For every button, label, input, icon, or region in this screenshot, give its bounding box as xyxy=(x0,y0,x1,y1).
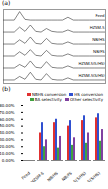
svg-text:HZSM-5(S/HS): HZSM-5(S/HS) xyxy=(76,170,101,182)
svg-text:70.00%: 70.00% xyxy=(0,110,15,115)
svg-text:NB/FS: NB/FS xyxy=(60,170,73,182)
svg-text:NB/FS: NB/FS xyxy=(93,49,105,54)
svg-text:HZSM-5(S/HS): HZSM-5(S/HS) xyxy=(79,73,106,78)
svg-text:20.00%: 20.00% xyxy=(0,144,15,149)
svg-text:HZSM-5(5/HS): HZSM-5(5/HS) xyxy=(79,61,106,66)
svg-text:40.00%: 40.00% xyxy=(0,130,15,135)
svg-text:0.00%: 0.00% xyxy=(2,158,15,163)
svg-text:HZSM-5: HZSM-5 xyxy=(30,170,46,182)
svg-text:10.00%: 10.00% xyxy=(0,151,15,156)
svg-text:HZSM-5(5/HS): HZSM-5(5/HS) xyxy=(62,170,87,182)
html-text:NBHS conversion: NBHS conversion xyxy=(32,92,67,97)
svg-text:NB/HS: NB/HS xyxy=(92,37,105,42)
svg-text:HZSM-5: HZSM-5 xyxy=(90,25,105,30)
svg-text:50.00%: 50.00% xyxy=(0,123,15,128)
html-text:Other selectivity: Other selectivity xyxy=(70,97,103,102)
html-text:BA selectivity: BA selectivity xyxy=(34,97,62,102)
svg-text:30.00%: 30.00% xyxy=(0,137,15,142)
svg-text:60.00%: 60.00% xyxy=(0,117,15,122)
html-text:(b): (b) xyxy=(2,85,11,92)
svg-text:80.00%: 80.00% xyxy=(0,103,15,108)
svg-text:NB/HS: NB/HS xyxy=(46,170,59,182)
html-text:(a): (a) xyxy=(2,0,11,6)
html-text:HS conversion: HS conversion xyxy=(74,92,103,97)
svg-text:Feed: Feed xyxy=(20,170,31,180)
svg-text:Feed: Feed xyxy=(95,13,105,18)
